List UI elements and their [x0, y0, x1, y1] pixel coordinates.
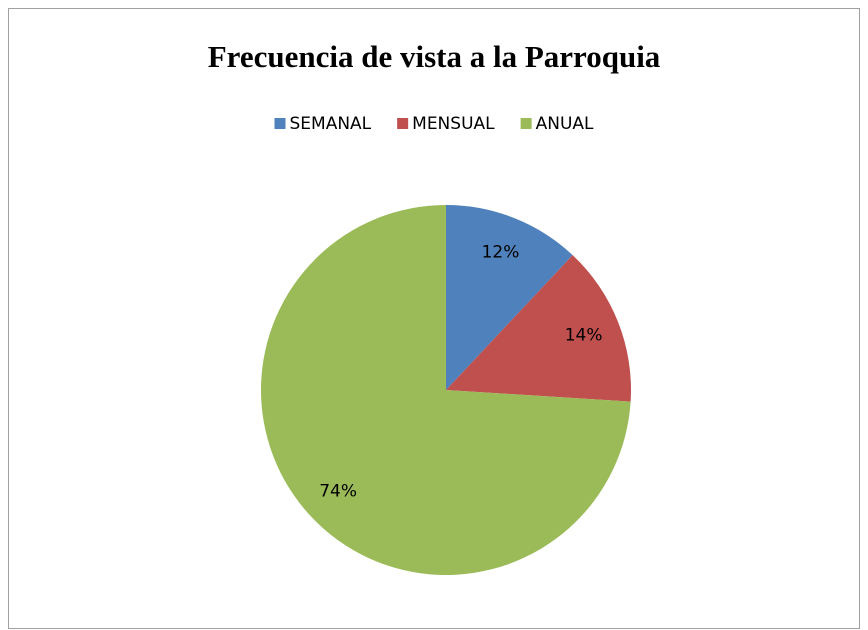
pie-slice [446, 205, 573, 390]
data-label: 14% [565, 326, 603, 346]
legend: SEMANAL MENSUAL ANUAL [274, 114, 594, 134]
legend-label: MENSUAL [412, 114, 495, 134]
legend-label: ANUAL [536, 114, 594, 134]
legend-swatch [397, 118, 409, 129]
pie-slice [261, 205, 631, 576]
chart-title: Frecuencia de vista a la Parroquia [208, 39, 661, 74]
legend-swatch [520, 118, 532, 129]
data-label: 74% [319, 481, 357, 501]
legend-swatch [274, 118, 286, 129]
data-label: 12% [482, 242, 520, 262]
pie-slice [446, 255, 632, 402]
legend-label: SEMANAL [289, 114, 371, 134]
